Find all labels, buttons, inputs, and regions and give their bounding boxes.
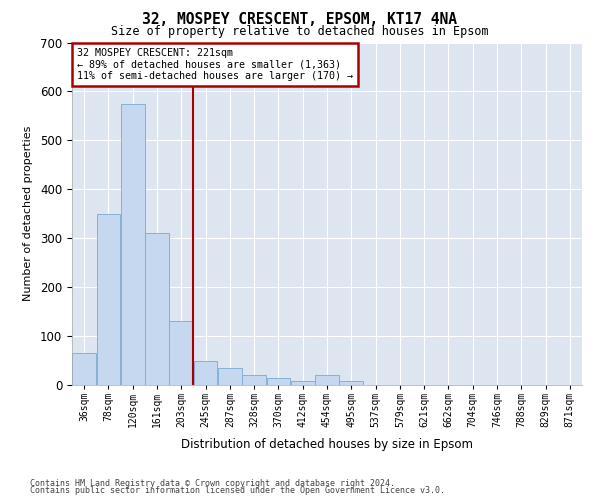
Bar [194, 360, 217, 385]
Text: 32, MOSPEY CRESCENT, EPSOM, KT17 4NA: 32, MOSPEY CRESCENT, EPSOM, KT17 4NA [143, 12, 458, 28]
Text: Size of property relative to detached houses in Epsom: Size of property relative to detached ho… [111, 25, 489, 38]
Text: 32 MOSPEY CRESCENT: 221sqm
← 89% of detached houses are smaller (1,363)
11% of s: 32 MOSPEY CRESCENT: 221sqm ← 89% of deta… [77, 48, 353, 81]
X-axis label: Distribution of detached houses by size in Epsom: Distribution of detached houses by size … [181, 438, 473, 452]
Bar [121, 104, 145, 385]
Y-axis label: Number of detached properties: Number of detached properties [23, 126, 33, 302]
Text: Contains public sector information licensed under the Open Government Licence v3: Contains public sector information licen… [30, 486, 445, 495]
Bar [145, 234, 169, 385]
Bar [169, 322, 193, 385]
Text: Contains HM Land Registry data © Crown copyright and database right 2024.: Contains HM Land Registry data © Crown c… [30, 478, 395, 488]
Bar [242, 375, 266, 385]
Bar [97, 214, 121, 385]
Bar [291, 381, 314, 385]
Bar [315, 375, 339, 385]
Bar [72, 353, 96, 385]
Bar [266, 378, 290, 385]
Bar [218, 368, 242, 385]
Bar [340, 381, 363, 385]
